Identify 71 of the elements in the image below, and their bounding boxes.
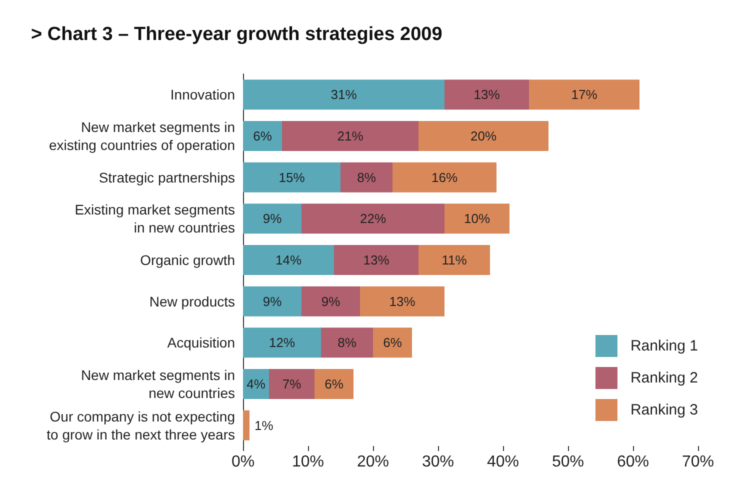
x-tick-label: 70% [682,454,714,470]
bar [243,369,269,399]
bar [418,121,548,151]
data-label: 9% [262,294,282,309]
x-tick-label: 0% [231,454,255,470]
data-label: 17% [571,87,598,102]
data-label: 11% [442,252,468,268]
bar [392,162,496,192]
data-label: 13% [389,294,416,309]
data-label: 9% [262,211,282,226]
bar [444,80,529,110]
data-label: 8% [338,335,357,350]
bar [302,204,444,234]
data-label: 6% [253,128,272,144]
y-tick-label: Innovation [170,86,235,103]
data-label: 12% [268,335,296,350]
y-tick-label: New market segments in existing countries of operation [49,119,235,153]
legend-label: Ranking 3 [630,402,698,418]
bar [269,369,314,399]
legend-label: Ranking 2 [630,370,698,386]
bar [243,286,302,316]
y-tick-label: Our company is not expecting to grow in the next three years [46,408,235,442]
bar [243,410,250,440]
bar [243,121,282,151]
bar [340,162,392,192]
data-label: 21% [337,128,364,144]
data-label: 6% [383,335,402,350]
data-label: 6% [324,376,344,392]
y-tick-label: Existing market segments in new countries [74,202,235,236]
bar [302,286,360,316]
data-label: 1% [254,418,274,433]
bar [243,204,302,234]
bar [243,162,340,192]
x-tick-label: 10% [292,454,324,470]
x-tick-label: 30% [422,454,454,470]
bar [373,328,412,358]
data-label: 20% [470,128,497,144]
bar [243,328,321,358]
data-label: 13% [363,252,390,268]
y-tick-label: Strategic partnerships [98,169,235,186]
data-label: 13% [474,87,500,102]
bar [314,369,354,399]
data-label: 31% [330,87,358,102]
bar [243,245,334,275]
data-label: 16% [431,170,458,185]
chart-title: > Chart 3 – Three-year growth strategies 2009 [31,24,442,45]
data-label: 14% [275,252,302,268]
x-tick-label: 20% [356,454,390,470]
y-tick-label: New market segments in new countries [80,367,235,401]
x-tick-label: 40% [486,454,520,470]
data-label: 4% [246,376,266,392]
bar [444,204,510,234]
data-label: 7% [282,376,302,392]
x-tick-label: 50% [552,454,584,470]
y-tick-label: Organic growth [140,252,235,268]
bar [321,328,373,358]
data-label: 22% [360,211,386,226]
data-label: 15% [278,170,306,185]
bar [529,80,640,110]
data-label: 10% [464,211,490,226]
data-label: 8% [357,170,376,185]
data-label: 9% [321,294,341,309]
bar [243,80,444,110]
bar [282,121,418,151]
legend-label: Ranking 1 [630,338,698,354]
bar [334,245,418,275]
y-tick-label: New products [149,293,235,310]
x-tick-label: 60% [616,454,650,470]
bar [360,286,444,316]
y-tick-label: Acquisition [167,334,235,351]
bar [418,245,490,275]
